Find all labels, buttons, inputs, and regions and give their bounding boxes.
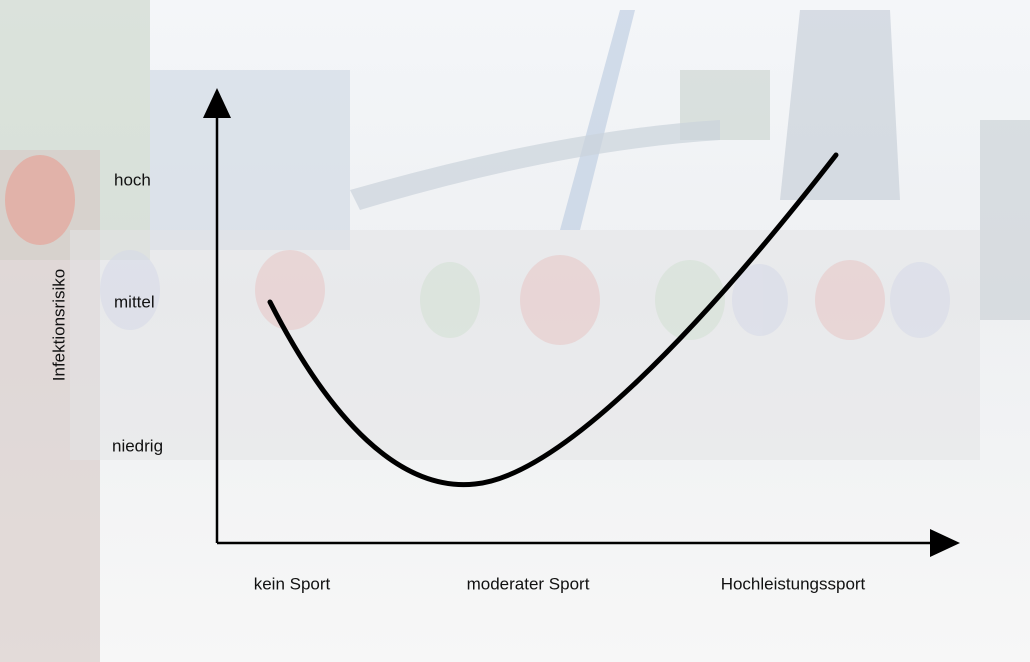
y-axis-title: Infektionsrisiko — [49, 269, 68, 381]
x-level: kein Sport — [254, 574, 331, 593]
diagram: Infektionsrisiko hoch mittel niedrig kei… — [0, 0, 1030, 662]
y-level: hoch — [114, 170, 151, 189]
x-level: moderater Sport — [467, 574, 590, 593]
y-level: niedrig — [112, 436, 163, 455]
y-level: mittel — [114, 292, 155, 311]
x-level: Hochleistungssport — [721, 574, 866, 593]
background-photo — [0, 0, 1030, 662]
